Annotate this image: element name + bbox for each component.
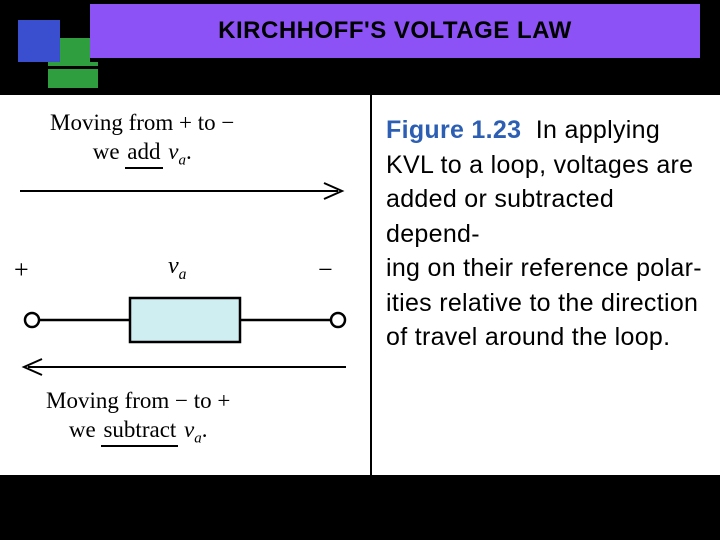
caption-line-1: KVL to a loop, voltages are (386, 151, 693, 179)
caption-line-0: In applying (536, 116, 660, 144)
page-title: KIRCHHOFF'S VOLTAGE LAW (218, 17, 572, 45)
bottom-va-v: v (184, 417, 194, 442)
bottom-rule-text: Moving from − to + we subtract va. (46, 387, 230, 448)
caption-panel: Figure 1.23 In applying KVL to a loop, v… (372, 95, 720, 475)
caption-line-5: of travel around the loop. (386, 323, 670, 351)
top-va-v: v (168, 139, 178, 164)
bottom-line2-underlined: subtract (101, 416, 178, 447)
bottom-dot: . (202, 417, 208, 442)
va-label: va (168, 253, 186, 284)
top-dot: . (186, 139, 192, 164)
arrow-right-icon (18, 181, 348, 201)
va-v: v (168, 253, 179, 279)
title-bar: KIRCHHOFF'S VOLTAGE LAW (90, 4, 700, 62)
diagram-panel: Moving from + to − we add va. + va − Mov… (0, 95, 370, 475)
arrow-left-icon (18, 357, 348, 377)
kvl-diagram: Moving from + to − we add va. + va − Mov… (0, 95, 370, 475)
decor-line-vertical (42, 62, 45, 96)
top-va-sub: a (178, 152, 185, 168)
caption-line-4: ities relative to the direction (386, 289, 698, 317)
bottom-line1: Moving from − to + (46, 388, 230, 413)
decor-blue-square (18, 20, 60, 62)
figure-label: Figure 1.23 (386, 116, 521, 144)
caption-line-2: added or subtracted depend- (386, 185, 614, 248)
bottom-line2-prefix: we (69, 417, 102, 442)
caption-line-3: ing on their reference polar- (386, 254, 702, 282)
plus-sign: + (14, 255, 29, 285)
figure-caption: Figure 1.23 In applying KVL to a loop, v… (386, 113, 706, 355)
top-line1: Moving from + to − (50, 110, 234, 135)
top-line2-prefix: we (93, 139, 126, 164)
va-sub: a (179, 266, 187, 283)
circuit-element (20, 290, 350, 350)
minus-sign: − (318, 255, 333, 285)
top-line2-underlined: add (125, 138, 162, 169)
decor-line-horizontal (0, 66, 110, 69)
top-rule-text: Moving from + to − we add va. (50, 109, 234, 170)
bottom-va-sub: a (194, 430, 201, 446)
